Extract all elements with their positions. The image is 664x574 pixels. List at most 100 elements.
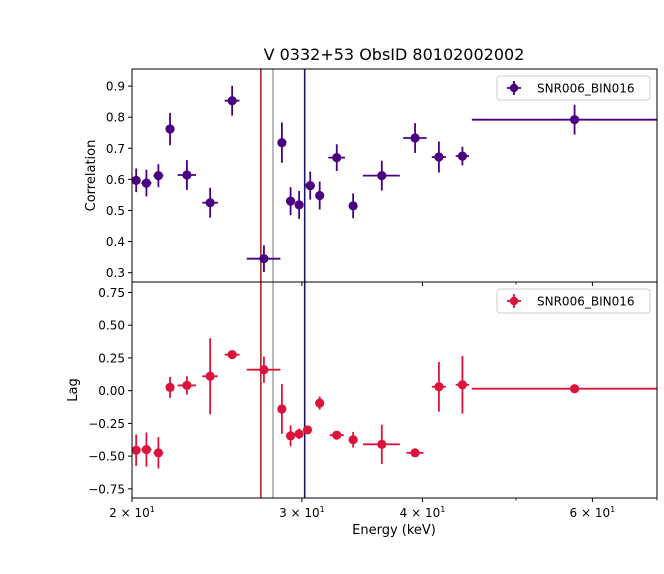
top-data-point: [315, 181, 325, 210]
bottom-axes-frame: [131, 281, 658, 499]
top-data-point: [224, 85, 240, 116]
bottom-point-marker: [410, 448, 420, 458]
top-data-point: [165, 112, 175, 146]
top-data-point: [455, 146, 470, 166]
bottom-y-tick-label: −0.50: [88, 450, 125, 464]
top-point-marker: [131, 175, 141, 185]
top-data-point: [348, 193, 358, 219]
bottom-point-marker: [277, 404, 287, 414]
bottom-y-tick-label: 0.50: [98, 319, 125, 333]
bottom-data-point: [202, 338, 218, 415]
bottom-data-point: [302, 425, 313, 435]
top-y-tick-label: 0.6: [106, 173, 125, 187]
bottom-point-marker: [285, 431, 296, 441]
bottom-point-marker: [165, 382, 175, 392]
bottom-y-tick-label: 0.25: [98, 351, 125, 365]
bottom-point-marker: [205, 371, 215, 381]
bottom-data-point: [141, 432, 152, 467]
x-tick-label: 3 × 101: [279, 505, 325, 520]
top-y-axis-label: Correlation: [84, 140, 99, 212]
bottom-y-tick-label: 0.75: [98, 286, 125, 300]
bottom-point-marker: [457, 380, 468, 390]
bottom-point-marker: [569, 384, 580, 394]
bottom-point-marker: [315, 398, 325, 408]
bottom-point-marker: [294, 429, 304, 439]
top-data-point: [141, 169, 152, 197]
top-y-tick-label: 0.7: [106, 142, 125, 156]
bottom-point-marker: [332, 430, 342, 440]
bottom-data-point: [348, 431, 358, 448]
bottom-data-point: [362, 424, 400, 464]
bottom-y-tick-label: 0.00: [98, 384, 125, 398]
top-point-marker: [305, 181, 315, 191]
bottom-point-marker: [259, 365, 269, 375]
chart-title: V 0332+53 ObsID 80102002002: [264, 45, 525, 64]
bottom-data-point: [177, 376, 197, 395]
top-point-marker: [457, 151, 468, 161]
top-data-point: [153, 164, 164, 188]
top-legend-marker: [509, 83, 519, 93]
top-y-tick-label: 0.9: [106, 80, 125, 94]
bottom-point-marker: [141, 444, 152, 455]
top-point-marker: [348, 201, 358, 211]
top-point-marker: [294, 200, 304, 210]
top-data-point: [277, 122, 287, 163]
bottom-data-point: [471, 384, 657, 394]
top-data-point: [177, 160, 197, 190]
top-data-point: [131, 168, 141, 193]
top-point-marker: [332, 153, 342, 163]
bottom-point-marker: [348, 435, 358, 445]
bottom-data-point: [246, 356, 281, 383]
top-point-marker: [569, 115, 580, 125]
bottom-data-point: [455, 355, 470, 414]
correlation-panel: 0.3 0.4 0.5 0.6 0.7 0.8 0.9 Correlation SNR006_B…: [84, 68, 658, 286]
top-data-point: [471, 104, 657, 135]
top-point-marker: [141, 178, 152, 188]
x-tick-label: 4 × 101: [400, 505, 446, 520]
top-point-marker: [410, 133, 420, 143]
lag-panel: −0.75 −0.50 −0.25 0.00 0.25 0.50 0.75 2 × 101 3 …: [66, 281, 658, 520]
top-data-point: [294, 190, 304, 219]
top-point-marker: [377, 171, 387, 181]
bottom-data-point: [406, 448, 424, 458]
bottom-data-point: [131, 434, 141, 466]
bottom-data-point: [285, 425, 296, 447]
bottom-data-point: [277, 384, 287, 434]
bottom-legend-marker: [509, 296, 519, 306]
top-data-point: [362, 160, 400, 191]
bottom-point-marker: [227, 350, 237, 360]
bottom-point-marker: [434, 382, 444, 392]
bottom-point-marker: [131, 445, 141, 455]
bottom-y-tick-label: −0.25: [88, 417, 125, 431]
top-y-tick-label: 0.4: [106, 235, 125, 249]
bottom-data-point: [315, 396, 325, 410]
top-point-marker: [182, 170, 192, 180]
x-tick-label: 2 × 101: [109, 505, 155, 520]
top-y-tick-label: 0.8: [106, 111, 125, 125]
bottom-data-point: [165, 376, 175, 398]
top-data-point: [328, 144, 346, 171]
bottom-legend: SNR006_BIN016: [496, 288, 651, 314]
x-tick-label: 6 × 101: [570, 505, 616, 520]
top-point-marker: [315, 190, 325, 201]
top-data-point: [305, 171, 315, 200]
top-data-point: [285, 187, 296, 216]
top-data-point: [202, 187, 218, 218]
top-y-tick-label: 0.5: [106, 204, 125, 218]
top-legend: SNR006_BIN016: [496, 75, 651, 101]
bottom-data-point: [153, 437, 164, 469]
top-point-marker: [153, 171, 163, 181]
top-point-marker: [277, 138, 287, 148]
bottom-y-tick-label: −0.75: [88, 482, 125, 496]
bottom-point-marker: [302, 425, 313, 435]
top-point-marker: [165, 124, 175, 134]
top-y-tick-label: 0.3: [106, 266, 125, 280]
bottom-data-point: [431, 361, 446, 412]
top-legend-label: SNR006_BIN016: [537, 82, 635, 96]
top-legend-box: [496, 75, 651, 101]
bottom-y-axis-label: Lag: [66, 378, 81, 401]
top-point-marker: [259, 254, 269, 264]
bottom-data-point: [224, 350, 240, 360]
bottom-data-point: [294, 428, 304, 440]
